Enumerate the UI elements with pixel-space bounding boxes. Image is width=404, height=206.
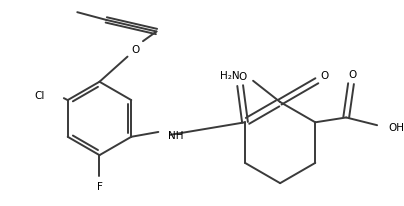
Text: O: O xyxy=(320,71,329,81)
Text: O: O xyxy=(238,72,246,82)
Text: Cl: Cl xyxy=(34,91,44,101)
Text: F: F xyxy=(97,181,103,191)
Text: OH: OH xyxy=(389,123,404,132)
Text: O: O xyxy=(131,45,139,55)
Text: H₂N: H₂N xyxy=(220,71,240,81)
Text: O: O xyxy=(349,70,357,80)
Text: NH: NH xyxy=(168,130,183,140)
